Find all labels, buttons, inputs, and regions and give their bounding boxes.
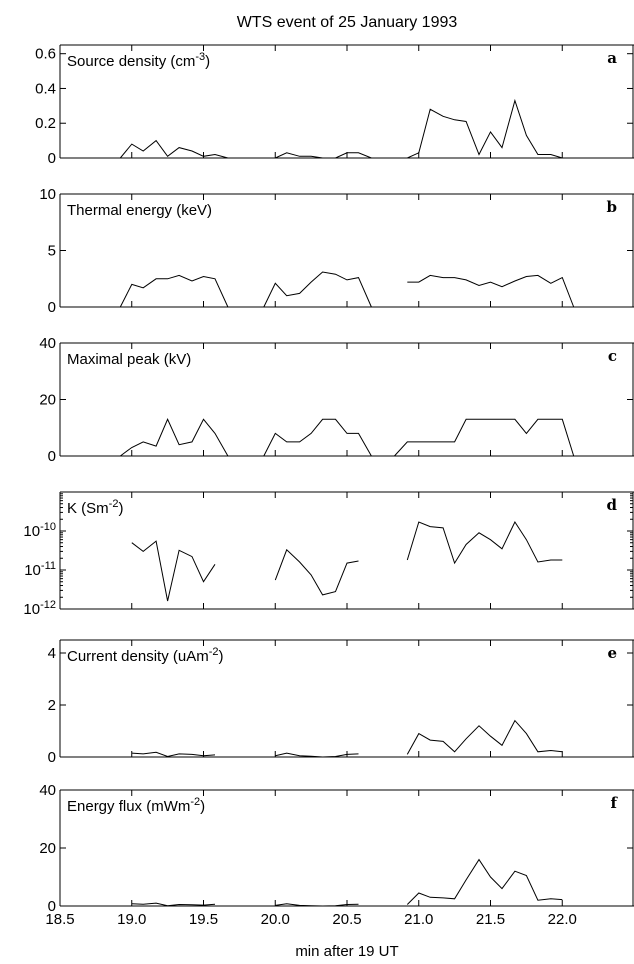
- x-tick-label: 19.5: [189, 911, 218, 928]
- panel-d-label: K (Sm-2): [67, 498, 123, 517]
- panel-d-series-2: [274, 548, 359, 596]
- panel-a-series-1: [60, 98, 574, 159]
- y-tick-label: 5: [48, 243, 56, 260]
- y-tick-label: 10-12: [23, 599, 56, 618]
- panel-c-letter: c: [608, 347, 617, 365]
- panel-e-series-2: [275, 752, 359, 758]
- panel-c: 0 20 40 Maximal peak (kV) c: [39, 335, 634, 465]
- y-tick-label: 20: [39, 840, 56, 857]
- panel-b-series-2: [263, 271, 372, 308]
- panel-f-label: Energy flux (mWm-2): [67, 796, 205, 815]
- x-tick-label: 20.5: [332, 911, 361, 928]
- x-tick-label: 22.0: [548, 911, 577, 928]
- panel-e-letter: e: [607, 644, 617, 662]
- x-tick-label: 21.0: [404, 911, 433, 928]
- panel-b: 0 5 10 Thermal energy (keV) b: [39, 186, 634, 316]
- panel-a: 0 0.2 0.4 0.6 Source density (cm-3) a: [35, 44, 634, 167]
- y-tick-label: 0.2: [35, 115, 56, 132]
- panel-f-series-1: [131, 902, 216, 907]
- x-tick-label: 20.0: [261, 911, 290, 928]
- y-tick-label: 0: [48, 448, 56, 465]
- x-tick-label: 19.0: [117, 911, 146, 928]
- y-tick-label: 0: [48, 299, 56, 316]
- panel-d-letter: d: [607, 496, 618, 514]
- y-tick-label: 10-10: [23, 521, 56, 540]
- x-tick-label: 21.5: [476, 911, 505, 928]
- y-tick-label: 40: [39, 782, 56, 799]
- y-tick-label: 10: [39, 186, 56, 203]
- panel-d-series-3: [406, 520, 563, 565]
- panel-e: 0 2 4 Current density (uAm-2) e: [48, 639, 634, 766]
- y-tick-label: 20: [39, 392, 56, 409]
- y-tick-label: 10-11: [24, 560, 56, 579]
- y-tick-label: 0.6: [35, 46, 56, 63]
- panel-b-series-1: [119, 274, 229, 308]
- figure-title: WTS event of 25 January 1993: [237, 14, 458, 31]
- panel-c-series-1: [120, 418, 229, 457]
- y-tick-label: 0: [48, 150, 56, 167]
- y-tick-label: 0: [48, 749, 56, 766]
- panel-a-letter: a: [607, 49, 617, 67]
- panel-b-series-3: [407, 274, 575, 308]
- panel-d: 10-12 10-11 10-10 K (Sm-2) d: [23, 491, 634, 618]
- y-tick-label: 0.4: [35, 80, 56, 97]
- x-axis-label: min after 19 UT: [295, 943, 398, 960]
- y-tick-label: 40: [39, 335, 56, 352]
- panel-b-letter: b: [607, 198, 618, 216]
- panel-b-label: Thermal energy (keV): [67, 202, 212, 219]
- panel-f-series-3: [406, 858, 563, 905]
- panel-e-series-1: [131, 751, 216, 758]
- y-tick-label: 2: [48, 697, 56, 714]
- panel-e-series-3: [406, 719, 563, 755]
- x-tick-label: 18.5: [45, 911, 74, 928]
- y-tick-label: 0: [48, 898, 56, 915]
- panel-e-label: Current density (uAm-2): [67, 646, 224, 665]
- panel-f: 18.5 19.0 19.5 20.0 20.5 21.0 21.5 22.0 0 20 40 Ene…: [39, 782, 634, 928]
- panel-c-series-3: [394, 418, 575, 457]
- panel-c-series-2: [263, 418, 372, 457]
- y-tick-label: 4: [48, 645, 56, 662]
- panel-d-series-1: [131, 540, 216, 602]
- panel-f-series-2: [275, 903, 359, 907]
- panel-a-label: Source density (cm-3): [67, 51, 210, 70]
- panel-c-label: Maximal peak (kV): [67, 351, 191, 368]
- panels-group: 0 0.2 0.4 0.6 Source density (cm-3) a 0 5 10 Ther…: [23, 44, 634, 928]
- panel-f-letter: f: [611, 794, 619, 812]
